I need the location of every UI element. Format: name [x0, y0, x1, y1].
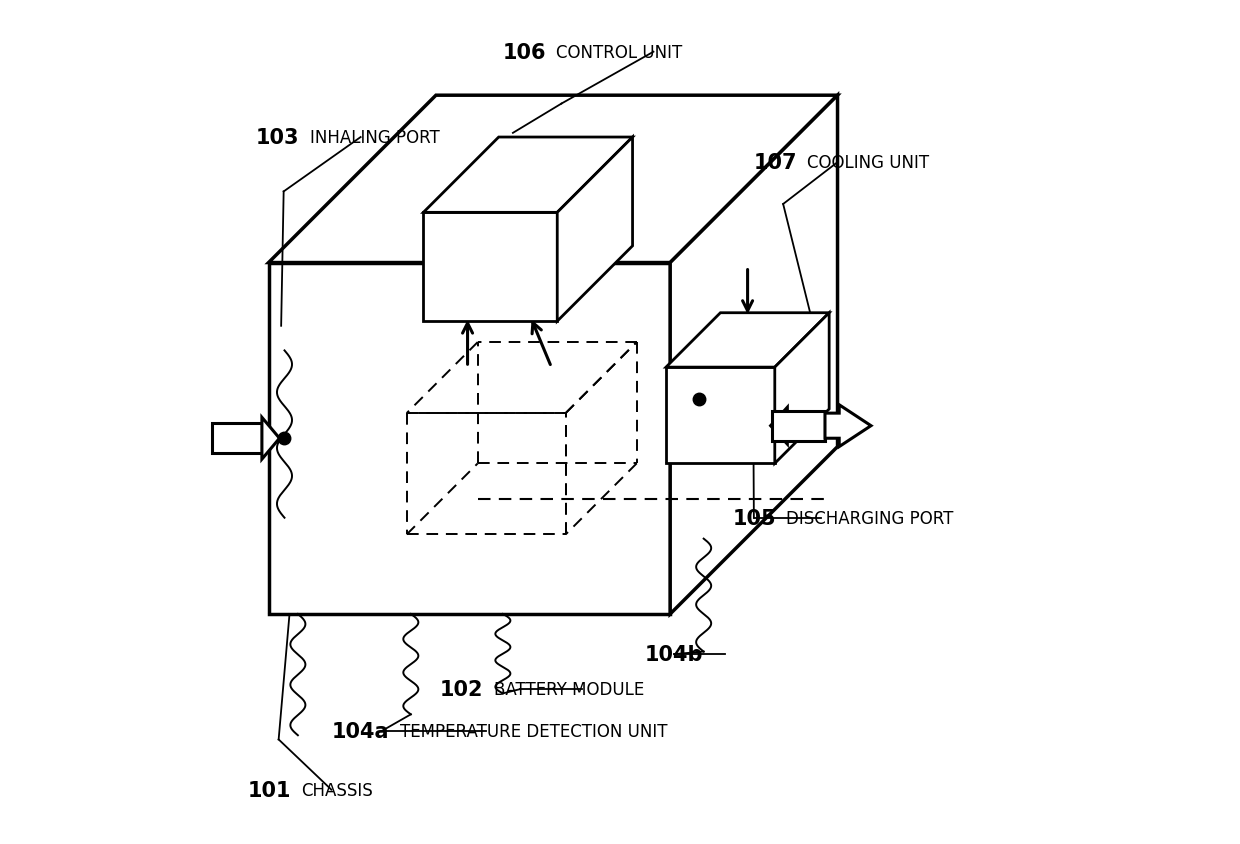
Text: COOLING UNIT: COOLING UNIT	[807, 154, 930, 172]
Polygon shape	[670, 96, 837, 614]
Polygon shape	[269, 96, 837, 263]
Text: 101: 101	[248, 780, 291, 799]
Text: 102: 102	[440, 679, 484, 700]
Text: 105: 105	[733, 508, 776, 528]
Polygon shape	[557, 138, 632, 322]
Polygon shape	[773, 411, 825, 441]
Text: BATTERY MODULE: BATTERY MODULE	[494, 680, 644, 698]
Polygon shape	[770, 408, 787, 445]
Text: TEMPERATURE DETECTION UNIT: TEMPERATURE DETECTION UNIT	[401, 722, 667, 740]
Polygon shape	[423, 213, 557, 322]
Polygon shape	[666, 368, 775, 464]
Polygon shape	[825, 405, 870, 447]
Text: CONTROL UNIT: CONTROL UNIT	[557, 44, 683, 62]
Text: 104a: 104a	[331, 722, 389, 741]
Text: 104b: 104b	[645, 644, 703, 664]
Text: 103: 103	[255, 128, 300, 148]
Text: INHALING PORT: INHALING PORT	[310, 129, 439, 147]
Polygon shape	[666, 313, 830, 368]
Polygon shape	[423, 138, 632, 213]
Text: 106: 106	[503, 43, 547, 62]
Polygon shape	[775, 313, 830, 464]
Polygon shape	[212, 424, 262, 454]
Polygon shape	[269, 263, 670, 614]
Text: DISCHARGING PORT: DISCHARGING PORT	[786, 509, 954, 528]
Text: 107: 107	[754, 153, 797, 173]
Polygon shape	[262, 418, 279, 460]
Text: CHASSIS: CHASSIS	[301, 781, 373, 798]
